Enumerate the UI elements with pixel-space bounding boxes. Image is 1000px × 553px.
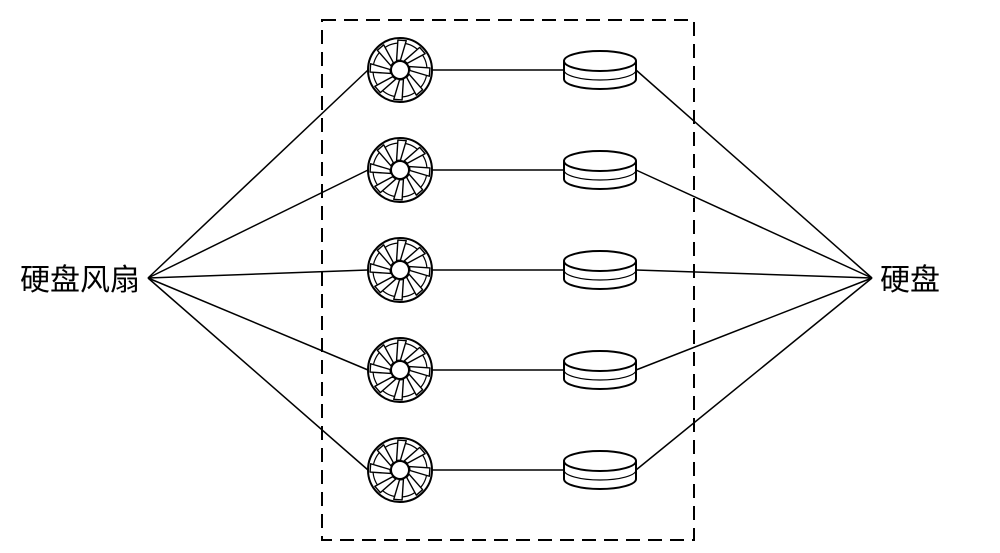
connector-left — [148, 170, 368, 278]
connector-right — [636, 278, 872, 370]
fan-icon — [368, 338, 432, 402]
disk-icon — [564, 451, 636, 489]
connector-left — [148, 270, 368, 278]
enclosure-box — [322, 20, 694, 540]
diagram-canvas: 硬盘风扇 硬盘 — [0, 0, 1000, 553]
connector-right — [636, 270, 872, 278]
disk-icon — [564, 351, 636, 389]
connector-left — [148, 70, 368, 278]
connector-right — [636, 278, 872, 470]
fan-icon — [368, 238, 432, 302]
disk-icon — [564, 51, 636, 89]
connector-right — [636, 170, 872, 278]
connector-left — [148, 278, 368, 370]
connector-right — [636, 70, 872, 278]
left-label: 硬盘风扇 — [20, 255, 140, 299]
connector-left — [148, 278, 368, 470]
disk-icon — [564, 251, 636, 289]
fan-icon — [368, 38, 432, 102]
fan-icon — [368, 138, 432, 202]
fan-icon — [368, 438, 432, 502]
disk-icon — [564, 151, 636, 189]
diagram-svg — [0, 0, 1000, 553]
right-label: 硬盘 — [880, 255, 940, 299]
